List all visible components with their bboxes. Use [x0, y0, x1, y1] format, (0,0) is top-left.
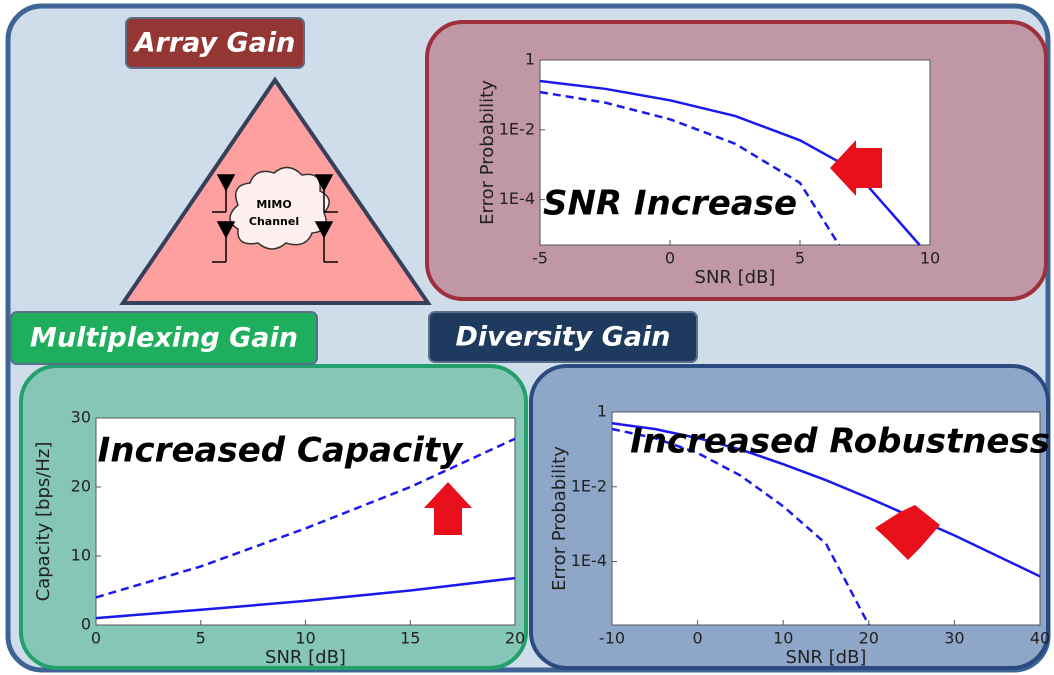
mimo-cloud [212, 166, 338, 263]
series-line [611, 427, 870, 626]
x-axis-label: SNR [dB] [786, 647, 867, 668]
x-tick-label: 20 [859, 629, 879, 648]
series-line [95, 576, 516, 620]
y-tick-label: 10 [71, 546, 91, 565]
annotation: SNR Increase [543, 184, 797, 224]
arrow [830, 140, 882, 196]
annotation: Increased Capacity [98, 431, 464, 471]
x-tick-label: 40 [1030, 629, 1050, 648]
y-tick-label: 1 [597, 402, 607, 421]
x-tick-label: -10 [599, 629, 625, 648]
x-tick-label: 0 [693, 629, 703, 648]
y-tick-label: 1E-4 [499, 189, 535, 208]
cloud-label: Channel [249, 215, 299, 228]
y-axis-label: Error Probability [477, 80, 498, 225]
y-tick-label: 20 [71, 477, 91, 496]
x-tick-label: 0 [665, 249, 675, 268]
y-tick-label: 0 [81, 615, 91, 634]
label-box [10, 311, 318, 365]
series-line [539, 90, 841, 246]
series-line [95, 437, 516, 599]
arrow [875, 505, 940, 560]
y-tick-label: 1E-2 [571, 476, 607, 495]
x-tick-label: 15 [400, 629, 420, 648]
array-gain-label: Array Gain [133, 28, 296, 59]
y-tick-label: 1 [525, 50, 535, 69]
x-tick-label: 5 [196, 629, 206, 648]
x-tick-label: 10 [773, 629, 793, 648]
y-axis-label: Error Probability [549, 446, 570, 591]
multiplexing-gain-label: Multiplexing Gain [30, 323, 298, 354]
cloud-label: MIMO [256, 198, 291, 211]
label-box [428, 311, 698, 363]
plot-area [611, 411, 1041, 626]
y-tick-label: 1E-4 [571, 551, 607, 570]
y-tick-label: 1E-2 [499, 119, 535, 138]
y-tick-label: 30 [71, 408, 91, 427]
x-tick-label: 10 [295, 629, 315, 648]
diversity-gain-label: Diversity Gain [456, 322, 671, 353]
x-tick-label: 20 [505, 629, 525, 648]
x-axis-label: SNR [dB] [265, 647, 346, 668]
x-tick-label: 30 [944, 629, 964, 648]
x-tick-label: 0 [91, 629, 101, 648]
x-axis-label: SNR [dB] [695, 267, 776, 288]
annotation: Increased Robustness [630, 422, 1050, 462]
x-tick-label: -5 [532, 249, 548, 268]
y-axis-label: Capacity [bps/Hz] [33, 442, 54, 602]
x-tick-label: 10 [920, 249, 940, 268]
label-box [125, 17, 305, 69]
x-tick-label: 5 [795, 249, 805, 268]
arrow [424, 482, 472, 535]
